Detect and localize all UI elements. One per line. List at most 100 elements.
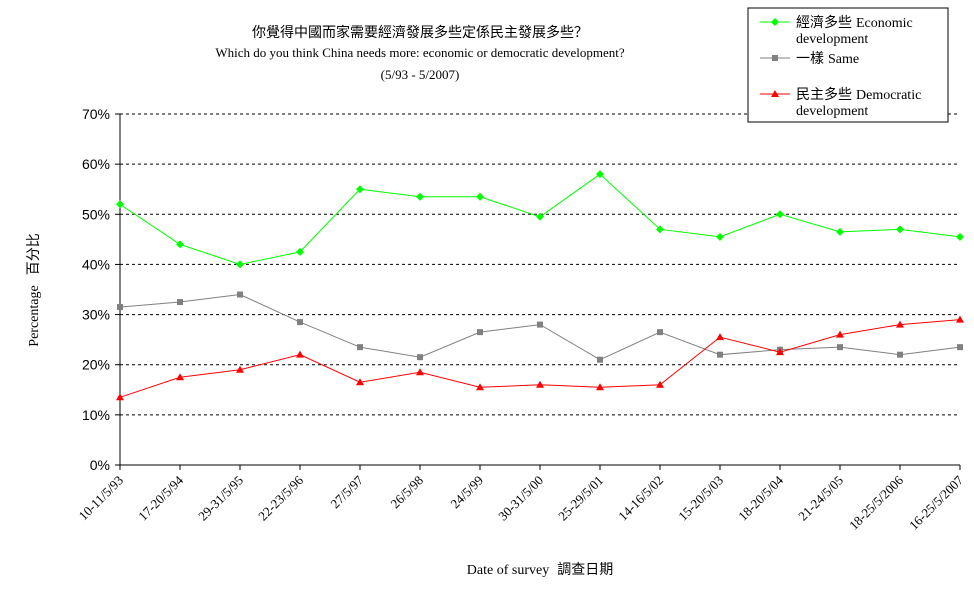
data-point-triangle bbox=[416, 368, 424, 376]
series-triangle bbox=[116, 315, 964, 401]
data-point-square bbox=[657, 329, 663, 336]
x-tick-label: 21-24/5/05 bbox=[795, 473, 846, 524]
data-point-diamond bbox=[716, 232, 724, 241]
data-point-square bbox=[357, 344, 363, 351]
x-tick-label: 27/5/97 bbox=[327, 472, 366, 511]
data-point-triangle bbox=[771, 90, 779, 97]
data-point-triangle bbox=[356, 378, 364, 386]
data-point-triangle bbox=[296, 350, 304, 358]
data-point-diamond bbox=[596, 170, 604, 179]
data-point-triangle bbox=[716, 333, 724, 341]
legend-label-cn: 經濟多些 bbox=[796, 14, 852, 31]
x-tick-label: 24/5/99 bbox=[447, 473, 486, 512]
data-point-square bbox=[117, 304, 123, 311]
x-tick-label: 10-11/5/93 bbox=[76, 473, 127, 524]
legend-label-en: Same bbox=[828, 52, 859, 67]
data-point-diamond bbox=[476, 192, 484, 201]
x-tick-label: 25-29/5/01 bbox=[555, 473, 606, 524]
y-axis-label-en: Percentage bbox=[27, 285, 42, 346]
data-point-diamond bbox=[771, 18, 779, 26]
chart-title-cn: 你覺得中國而家需要經濟發展多些定係民主發展多些？ bbox=[252, 24, 588, 41]
x-tick-labels: 10-11/5/93 17-20/5/94 29-31/5/95 22-23/5/96… bbox=[76, 472, 967, 532]
svg-text:Percentage百分比: Percentage 百分比 bbox=[26, 233, 42, 346]
x-tick-label: 22-23/5/96 bbox=[255, 472, 306, 523]
series-square bbox=[117, 291, 963, 363]
data-point-triangle bbox=[836, 330, 844, 338]
legend-label-cn: 一樣 bbox=[796, 50, 824, 67]
data-point-diamond bbox=[896, 225, 904, 234]
data-point-triangle bbox=[176, 373, 184, 381]
legend-label-en: Democratic bbox=[856, 88, 921, 103]
y-tick-label: 70% bbox=[82, 106, 110, 122]
legend-label: 民主多些 Democratic bbox=[796, 86, 921, 103]
data-point-triangle bbox=[476, 383, 484, 391]
data-point-triangle bbox=[956, 315, 964, 323]
x-tick-label: 14-16/5/02 bbox=[615, 473, 666, 524]
data-point-diamond bbox=[836, 227, 844, 236]
y-tick-label: 20% bbox=[82, 357, 110, 373]
y-tick-label: 30% bbox=[82, 307, 110, 323]
data-point-square bbox=[417, 354, 423, 361]
data-point-square bbox=[597, 356, 603, 363]
data-point-square bbox=[177, 299, 183, 306]
x-tick-label: 18-20/5/04 bbox=[735, 472, 786, 523]
x-tick-label: 17-20/5/94 bbox=[135, 472, 186, 523]
legend-box bbox=[747, 7, 949, 123]
data-point-square bbox=[237, 291, 243, 298]
legend-label-cn: 民主多些 bbox=[796, 86, 852, 103]
data-point-diamond bbox=[536, 212, 544, 221]
y-tick-label: 40% bbox=[82, 256, 110, 272]
series-diamond bbox=[116, 170, 964, 269]
data-point-diamond bbox=[416, 192, 424, 201]
axes bbox=[115, 113, 961, 470]
data-point-square bbox=[772, 55, 778, 61]
x-axis-label: Date of survey 調查日期 bbox=[467, 562, 613, 578]
x-tick-label: 18-25/5/2006 bbox=[846, 472, 906, 532]
data-point-square bbox=[477, 329, 483, 336]
x-tick-label: 29-31/5/95 bbox=[195, 473, 246, 524]
y-tick-label: 0% bbox=[90, 457, 110, 473]
y-tick-label: 60% bbox=[82, 156, 110, 172]
y-tick-labels: 0% 10% 20% 30% 40% 50% 60% 70% bbox=[82, 106, 110, 473]
data-point-diamond bbox=[176, 240, 184, 249]
data-point-triangle bbox=[596, 383, 604, 391]
data-point-diamond bbox=[956, 232, 964, 241]
data-point-diamond bbox=[236, 260, 244, 269]
data-point-square bbox=[717, 351, 723, 358]
legend-label-en-cont: development bbox=[796, 104, 868, 119]
data-point-diamond bbox=[656, 225, 664, 234]
data-point-triangle bbox=[896, 320, 904, 328]
y-tick-label: 50% bbox=[82, 206, 110, 222]
x-axis-label-cn: 調查日期 bbox=[557, 562, 613, 578]
data-point-square bbox=[897, 351, 903, 358]
legend-label: 一樣 Same bbox=[796, 50, 859, 67]
data-point-diamond bbox=[296, 247, 304, 256]
data-point-triangle bbox=[776, 348, 784, 356]
data-point-diamond bbox=[356, 185, 364, 194]
data-point-triangle bbox=[236, 365, 244, 373]
data-point-triangle bbox=[656, 380, 664, 388]
legend-label-en-cont: development bbox=[796, 32, 868, 47]
y-axis-label-cn: 百分比 bbox=[26, 233, 42, 275]
x-tick-label: 16-25/5/2007 bbox=[906, 472, 966, 532]
y-axis-label: Percentage 百分比 bbox=[26, 233, 42, 346]
data-point-square bbox=[537, 321, 543, 328]
data-point-triangle bbox=[536, 380, 544, 388]
data-point-square bbox=[837, 344, 843, 351]
series bbox=[116, 170, 964, 401]
data-point-diamond bbox=[776, 210, 784, 219]
chart-title-en: Which do you think China needs more: eco… bbox=[215, 45, 625, 60]
y-tick-label: 10% bbox=[82, 407, 110, 423]
legend-label: 經濟多些 Economic bbox=[796, 14, 913, 31]
legend-label-en: Economic bbox=[856, 16, 913, 31]
gridlines bbox=[120, 113, 960, 416]
data-point-triangle bbox=[116, 393, 124, 401]
chart-subtitle: (5/93 - 5/2007) bbox=[381, 67, 460, 82]
x-tick-label: 30-31/5/00 bbox=[495, 473, 546, 524]
x-tick-label: 26/5/98 bbox=[387, 473, 426, 512]
data-point-diamond bbox=[116, 200, 124, 209]
